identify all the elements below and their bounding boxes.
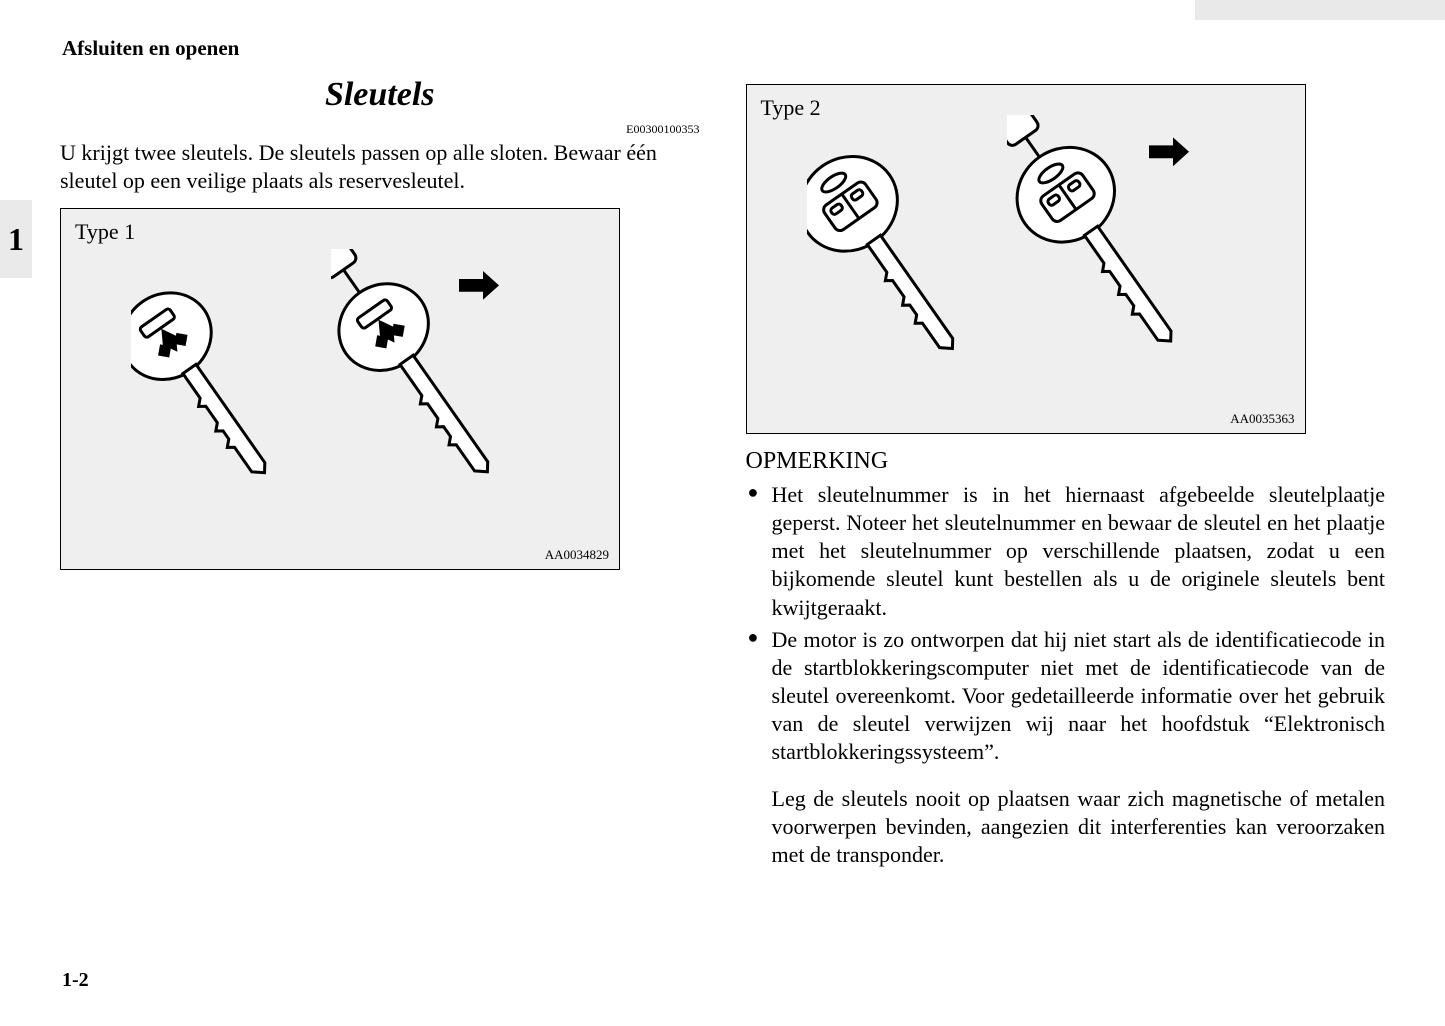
figure-type2-key-with-tag (1007, 115, 1277, 415)
section-title: Sleutels (60, 76, 700, 114)
note-item: Het sleutelnummer is in het hiernaast af… (772, 481, 1386, 622)
figure-code: AA0035363 (1230, 411, 1294, 427)
figure-type1: Type 1 (60, 208, 620, 570)
right-column: Type 2 (746, 76, 1386, 869)
note-paragraph: Leg de sleutels nooit op plaatsen waar z… (746, 785, 1386, 869)
figure-type1-key-basic (131, 279, 311, 549)
arrow-icon (1149, 137, 1189, 166)
figure-code: AA0034829 (545, 547, 609, 563)
content-columns: Sleutels E00300100353 U krijgt twee sleu… (60, 76, 1385, 869)
chapter-title: Afsluiten en openen (62, 36, 239, 61)
doc-code: E00300100353 (60, 122, 700, 137)
note-list: Het sleutelnummer is in het hiernaast af… (746, 481, 1386, 767)
figure-type1-key-with-tag (331, 249, 591, 549)
intro-paragraph: U krijgt twee sleutels. De sleutels pass… (60, 139, 700, 194)
page-number: 1-2 (62, 969, 89, 992)
side-tab-number: 1 (0, 200, 32, 278)
manual-page: 1 Afsluiten en openen Sleutels E00300100… (0, 0, 1445, 1026)
arrow-icon (459, 271, 499, 300)
figure-label: Type 2 (761, 95, 821, 121)
figure-type2-key-remote (807, 145, 997, 415)
page-shade-top-right (1195, 0, 1445, 20)
left-column: Sleutels E00300100353 U krijgt twee sleu… (60, 76, 700, 869)
note-item: De motor is zo ontworpen dat hij niet st… (772, 626, 1386, 767)
figure-label: Type 1 (75, 219, 135, 245)
figure-type2: Type 2 (746, 84, 1306, 434)
note-heading: OPMERKING (746, 448, 1386, 475)
